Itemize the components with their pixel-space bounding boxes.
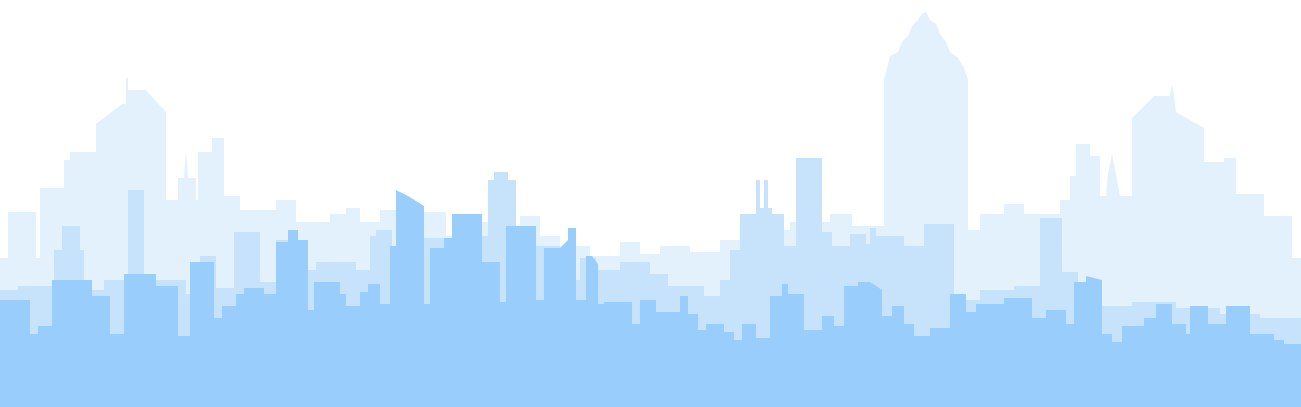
ground-band bbox=[0, 344, 1301, 407]
